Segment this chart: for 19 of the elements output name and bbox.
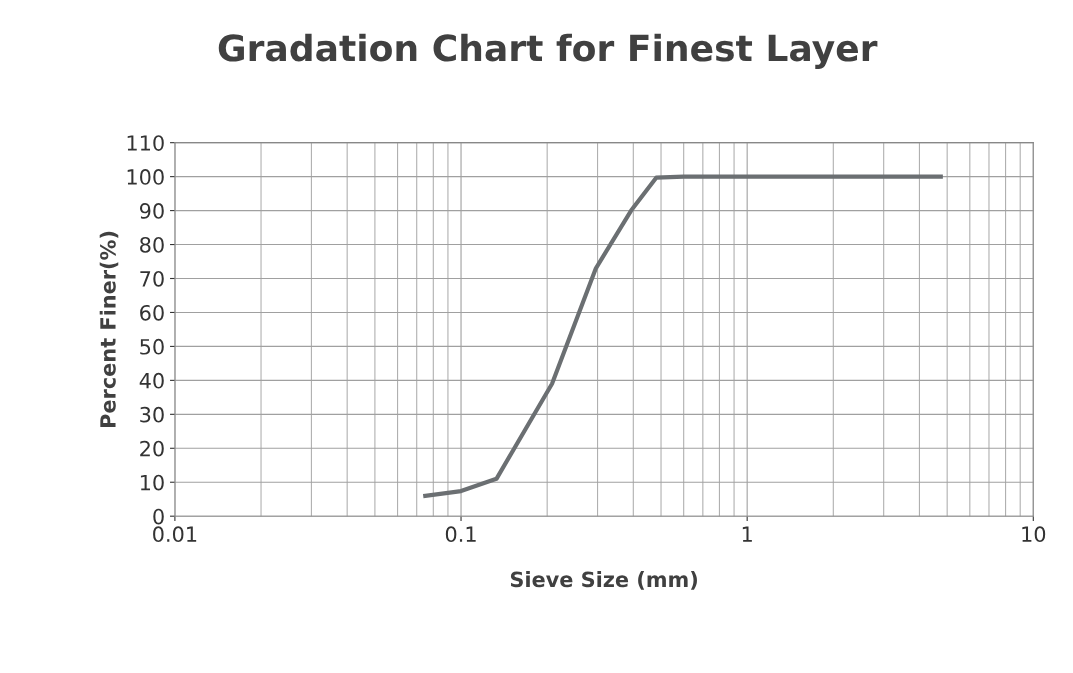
x-tick-label: 0.1 xyxy=(445,526,476,543)
x-tick-label: 0.01 xyxy=(153,526,197,543)
y-tick-label: 20 xyxy=(140,440,164,457)
x-tick-label: 1 xyxy=(742,526,752,542)
y-tick-label: 30 xyxy=(140,406,164,423)
x-tick-label: 10 xyxy=(1022,526,1046,543)
y-tick-label: 40 xyxy=(139,372,164,389)
y-tick-label: 0 xyxy=(153,508,164,525)
y-tick-label: 80 xyxy=(140,237,164,253)
y-tick-label: 50 xyxy=(140,338,164,355)
y-tick-label: 110 xyxy=(127,135,164,151)
y-tick-label: 100 xyxy=(127,169,164,185)
x-axis-title: Sieve Size (mm) xyxy=(510,571,697,590)
y-tick-label: 90 xyxy=(139,203,164,219)
chart-title: Gradation Chart for Finest Layer xyxy=(218,33,878,69)
y-tick-label: 60 xyxy=(140,304,164,321)
y-axis-title: Percent Finer(%) xyxy=(99,231,119,427)
y-tick-label: 10 xyxy=(140,474,164,491)
y-tick-label: 70 xyxy=(140,270,164,287)
